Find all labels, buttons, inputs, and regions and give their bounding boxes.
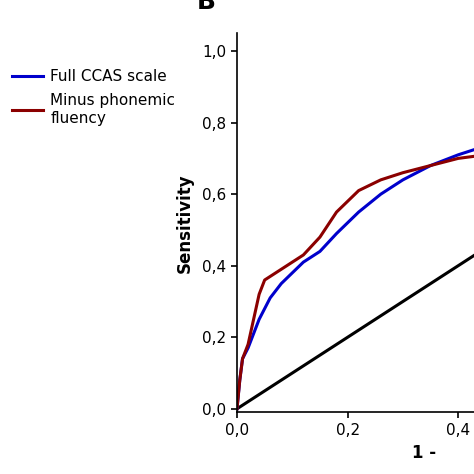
Text: B: B bbox=[197, 0, 216, 14]
Legend: Full CCAS scale, Minus phonemic
fluency: Full CCAS scale, Minus phonemic fluency bbox=[12, 69, 175, 126]
Y-axis label: Sensitivity: Sensitivity bbox=[176, 173, 194, 273]
Text: 1 -: 1 - bbox=[412, 444, 437, 462]
